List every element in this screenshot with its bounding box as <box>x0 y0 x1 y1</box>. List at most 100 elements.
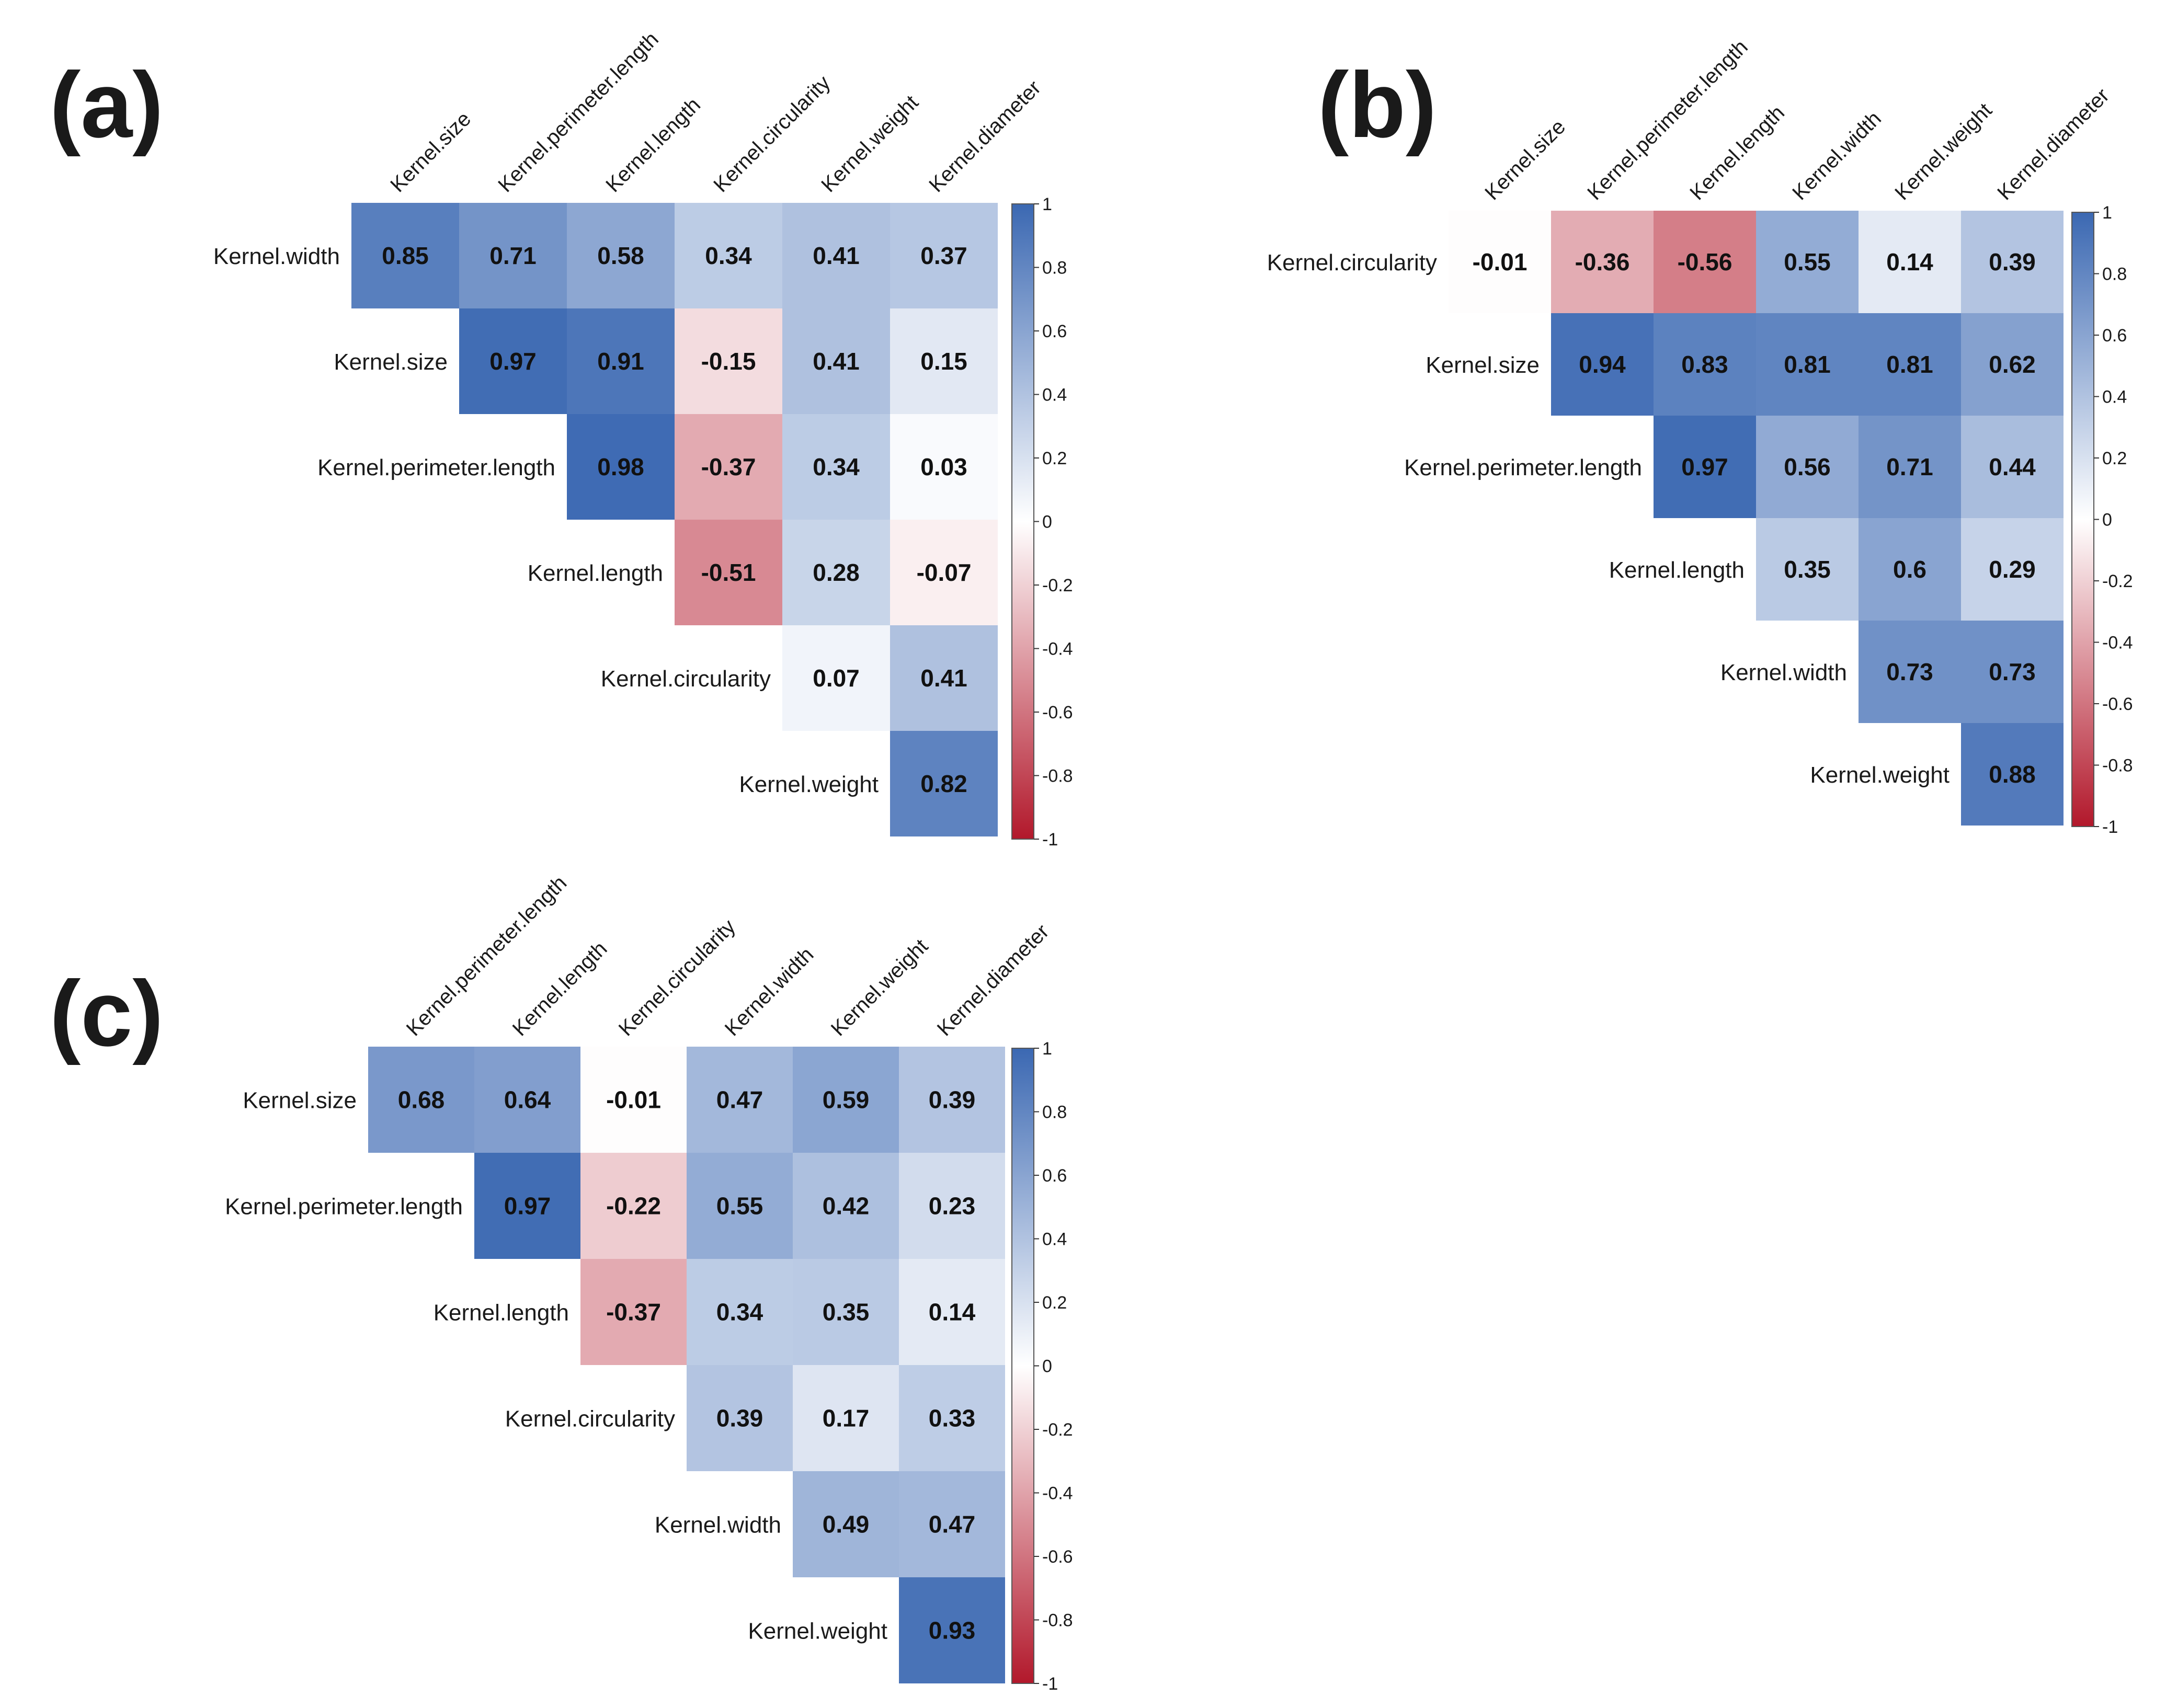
cell-value-label: 0.39 <box>1989 248 2036 276</box>
cell-value-label: 0.64 <box>504 1086 551 1114</box>
cell-value-label: 0.98 <box>597 453 644 480</box>
cell-value-label: 0.71 <box>489 242 537 269</box>
heatmap-cell <box>1859 211 1961 313</box>
heatmap-cell <box>675 308 782 414</box>
row-label: Kernel.length <box>528 560 663 586</box>
colorbar-tick-label: -0.8 <box>1042 1611 1073 1631</box>
heatmap-cell <box>1654 416 1756 518</box>
cell-value-label: 0.47 <box>929 1511 976 1538</box>
heatmap-cell <box>580 1259 687 1365</box>
cell-value-label: 0.85 <box>382 242 429 269</box>
colorbar-tick-label: 1 <box>2102 203 2112 223</box>
heatmap-cell <box>782 308 890 414</box>
heatmap-cell <box>474 1047 580 1153</box>
colorbar <box>1011 1048 1034 1684</box>
cell-value-label: 0.37 <box>920 242 967 269</box>
row-label: Kernel.perimeter.length <box>317 455 555 480</box>
cell-value-label: 0.73 <box>1886 658 1933 685</box>
heatmap-cell <box>899 1259 1005 1365</box>
heatmap-cell <box>899 1047 1005 1153</box>
heatmap-cell <box>459 203 567 308</box>
heatmap-cell <box>351 203 459 308</box>
heatmap-cell <box>899 1153 1005 1259</box>
row-label: Kernel.perimeter.length <box>225 1194 463 1220</box>
heatmap-cell <box>1756 211 1859 313</box>
cell-value-label: 0.56 <box>1784 453 1831 480</box>
colorbar-tick-label: -1 <box>2102 817 2118 837</box>
row-label: Kernel.width <box>213 244 340 269</box>
cell-value-label: 0.15 <box>920 348 967 375</box>
cell-value-label: 0.68 <box>398 1086 445 1114</box>
heatmap-cell <box>890 625 998 731</box>
heatmap-cell <box>782 520 890 625</box>
colorbar-tick-label: 0.4 <box>2102 387 2127 407</box>
cell-value-label: 0.93 <box>929 1617 976 1644</box>
heatmap-cell <box>782 414 890 520</box>
panel-label: (c) <box>50 961 164 1065</box>
colorbar-tick-label: 0.6 <box>1042 1166 1067 1186</box>
row-label: Kernel.size <box>334 349 448 375</box>
cell-value-label: 0.59 <box>823 1086 870 1114</box>
heatmap-cell <box>1961 313 2064 416</box>
row-label: Kernel.circularity <box>601 666 771 692</box>
cell-value-label: 0.29 <box>1989 556 2036 583</box>
colorbar-tick-label: 0.8 <box>1042 1103 1067 1122</box>
cell-value-label: 0.42 <box>823 1193 870 1220</box>
heatmap-cell <box>782 203 890 308</box>
heatmap-cell <box>1859 313 1961 416</box>
heatmap-cell <box>890 308 998 414</box>
heatmap-cell <box>1551 313 1654 416</box>
heatmap-cell <box>580 1047 687 1153</box>
heatmap-cell <box>1961 211 2064 313</box>
heatmap-cell <box>687 1153 793 1259</box>
cell-value-label: -0.22 <box>606 1193 661 1220</box>
cell-value-label: -0.15 <box>701 348 756 375</box>
cell-value-label: 0.39 <box>716 1405 763 1432</box>
heatmap-cell <box>1756 518 1859 621</box>
cell-value-label: 0.81 <box>1886 351 1933 378</box>
cell-value-label: 0.07 <box>813 664 860 692</box>
heatmap-cell <box>1551 211 1654 313</box>
colorbar-tick-label: 1 <box>1042 194 1052 214</box>
colorbar-tick-label: -0.6 <box>1042 1547 1073 1567</box>
heatmap-cell <box>567 414 675 520</box>
colorbar-tick-label: -0.6 <box>2102 694 2133 714</box>
heatmap-cell <box>793 1047 899 1153</box>
colorbar-tick-label: 0.4 <box>1042 385 1067 405</box>
cell-value-label: 0.91 <box>597 348 644 375</box>
row-label: Kernel.size <box>243 1088 357 1114</box>
cell-value-label: 0.14 <box>929 1299 976 1326</box>
cell-value-label: 0.17 <box>823 1405 870 1432</box>
colorbar-tick-label: -0.2 <box>2102 571 2133 591</box>
heatmap-cell <box>1859 518 1961 621</box>
colorbar-tick-label: 0.2 <box>2102 449 2127 468</box>
cell-value-label: 0.35 <box>1784 556 1831 583</box>
cell-value-label: -0.37 <box>606 1299 661 1326</box>
heatmap-cell <box>793 1471 899 1577</box>
heatmap-cell <box>899 1471 1005 1577</box>
heatmap-cell <box>1961 416 2064 518</box>
colorbar <box>2071 212 2094 827</box>
colorbar-tick-label: -0.4 <box>2102 633 2133 653</box>
colorbar-tick-label: 0.6 <box>2102 326 2127 346</box>
heatmap-cell <box>675 203 782 308</box>
heatmap-cell <box>687 1047 793 1153</box>
cell-value-label: 0.55 <box>716 1193 763 1220</box>
row-label: Kernel.width <box>1720 660 1847 685</box>
cell-value-label: 0.34 <box>705 242 752 269</box>
cell-value-label: 0.55 <box>1784 248 1831 276</box>
row-label: Kernel.circularity <box>1267 250 1437 276</box>
cell-value-label: 0.34 <box>813 453 860 480</box>
cell-value-label: 0.71 <box>1886 453 1933 480</box>
heatmap-cell <box>890 414 998 520</box>
heatmap-cell <box>459 308 567 414</box>
cell-value-label: 0.97 <box>489 348 537 375</box>
heatmap-cell <box>890 520 998 625</box>
heatmap-cell <box>890 203 998 308</box>
cell-value-label: -0.36 <box>1575 248 1630 276</box>
colorbar-tick-label: 0 <box>1042 1357 1052 1377</box>
colorbar-tick-label: 0 <box>2102 510 2112 530</box>
row-label: Kernel.length <box>434 1300 569 1326</box>
cell-value-label: -0.56 <box>1678 248 1732 276</box>
